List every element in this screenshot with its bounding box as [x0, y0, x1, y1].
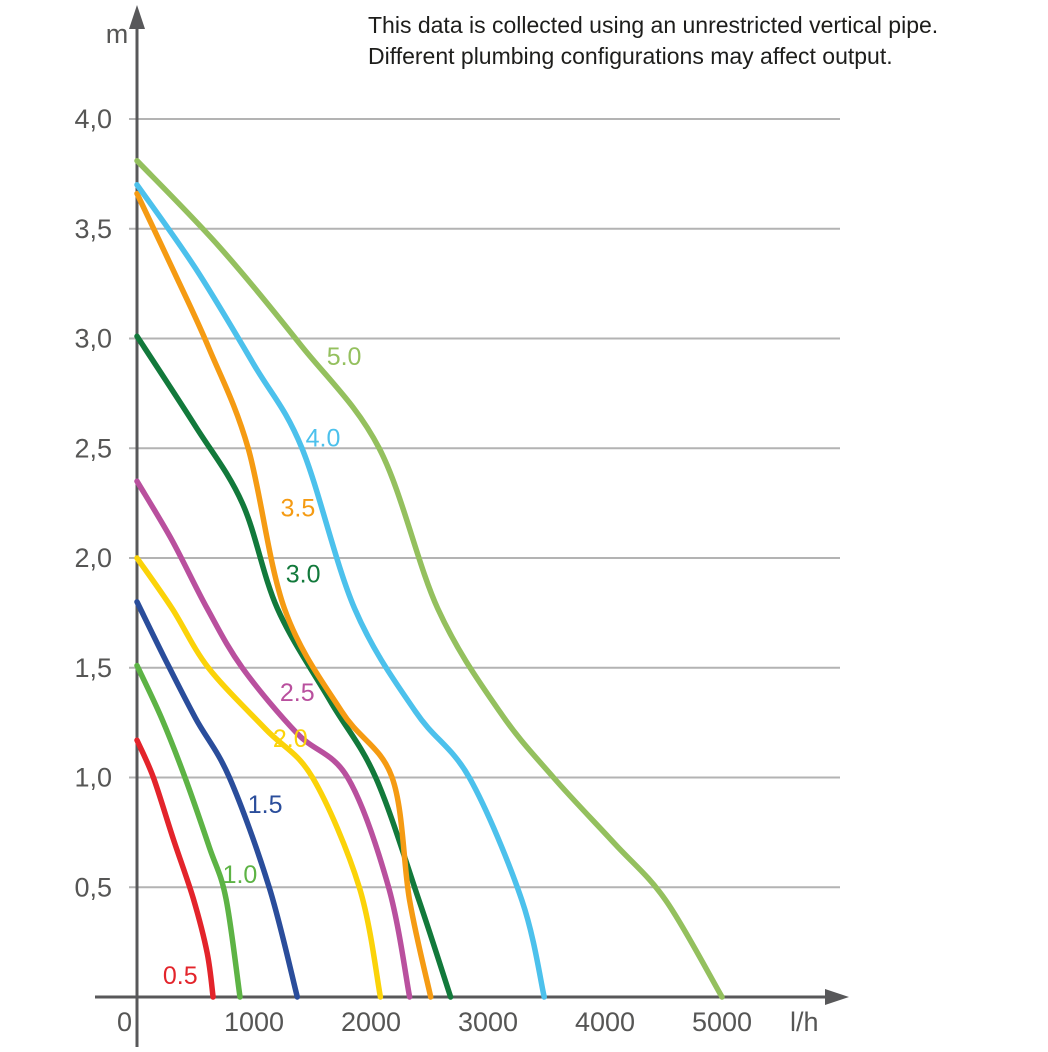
gridlines [129, 118, 840, 889]
axes [95, 5, 849, 1047]
pump-curve-1.0 [134, 662, 243, 1000]
y-tick-2,5: 2,5 [74, 433, 112, 463]
y-axis-arrow-icon [129, 5, 145, 29]
pump-curve-5.0 [134, 157, 725, 1000]
curve-label-2.5: 2.5 [280, 679, 315, 707]
y-tick-3,0: 3,0 [74, 324, 112, 354]
pump-curves [134, 157, 725, 1000]
x-tick-2000: 2000 [341, 1007, 401, 1037]
y-tick-0,5: 0,5 [74, 872, 112, 902]
y-axis-unit-label: m [106, 19, 129, 49]
curve-label-5.0: 5.0 [327, 343, 362, 371]
curve-label-3.5: 3.5 [280, 495, 315, 523]
x-tick-1000: 1000 [224, 1007, 284, 1037]
annotation-line-1: This data is collected using an unrestri… [368, 12, 939, 38]
x-axis-tick-labels: 0 1000 2000 3000 4000 5000 [117, 1007, 752, 1037]
chart-annotation: This data is collected using an unrestri… [368, 10, 938, 72]
y-tick-2,0: 2,0 [74, 543, 112, 573]
curve-label-3.0: 3.0 [286, 560, 321, 588]
y-tick-3,5: 3,5 [74, 214, 112, 244]
pump-curve-2.0 [134, 555, 384, 1000]
curve-label-1.5: 1.5 [248, 791, 283, 819]
x-tick-0: 0 [117, 1007, 132, 1037]
pump-curve-0.5 [134, 737, 216, 1000]
y-tick-1,5: 1,5 [74, 653, 112, 683]
pump-curve-4.0 [134, 182, 547, 1000]
curve-label-0.5: 0.5 [163, 962, 198, 990]
y-axis-tick-labels: 4,0 3,5 3,0 2,5 2,0 1,5 1,0 0,5 [74, 104, 112, 902]
pump-curve-2.5 [134, 478, 413, 1000]
curve-label-1.0: 1.0 [223, 861, 258, 889]
x-axis-arrow-icon [825, 989, 849, 1005]
pump-curve-3.5 [134, 190, 434, 1000]
y-tick-4,0: 4,0 [74, 104, 112, 134]
curve-label-4.0: 4.0 [306, 424, 341, 452]
pump-curve-3.0 [134, 333, 454, 1000]
x-tick-5000: 5000 [692, 1007, 752, 1037]
x-tick-3000: 3000 [458, 1007, 518, 1037]
curve-labels: 0.5 1.0 1.5 2.0 2.5 3.0 3.5 4.0 5.0 [163, 343, 362, 990]
pump-curve-1.5 [134, 599, 301, 1000]
curve-label-2.0: 2.0 [273, 725, 308, 753]
x-axis-unit-label: l/h [790, 1007, 819, 1037]
annotation-line-2: Different plumbing configurations may af… [368, 43, 893, 69]
x-tick-4000: 4000 [575, 1007, 635, 1037]
y-tick-1,0: 1,0 [74, 763, 112, 793]
